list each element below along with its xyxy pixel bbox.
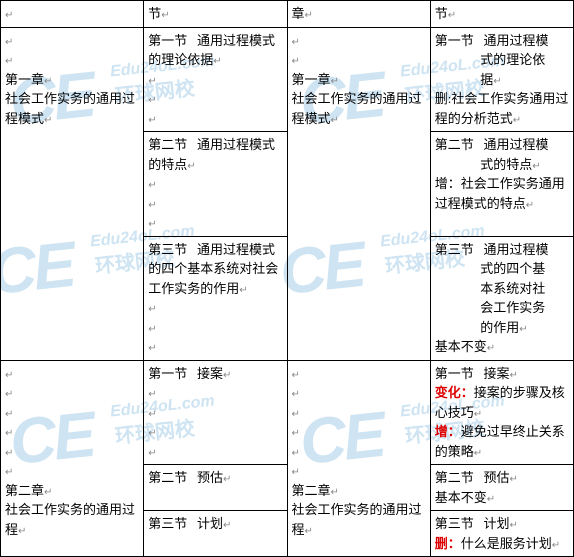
table-row: ↵ 节↵ 章↵ 节↵ bbox=[1, 1, 574, 28]
note-text: 基本不变 bbox=[435, 490, 487, 505]
ch2-s2-right: 第二节 预估↵ 基本不变↵ bbox=[430, 465, 573, 511]
chapter-name: 社会工作实务的通用过程模式 bbox=[5, 91, 135, 126]
chapter-name: 社会工作实务的通用过程模式 bbox=[292, 91, 422, 126]
t: 式的理论依 bbox=[480, 52, 545, 67]
table-row: ↵↵ 第一章↵ 社会工作实务的通用过程模式↵ 第一节 通用过程模式的理论依据↵ … bbox=[1, 27, 574, 132]
ch2-s3-right: 第三节 计划↵ 删：什么是服务计划↵ bbox=[430, 511, 573, 557]
t: 通用过程模 bbox=[484, 137, 549, 152]
t: 的作用 bbox=[480, 320, 519, 335]
ch1-left-title: ↵↵ 第一章↵ 社会工作实务的通用过程模式↵ bbox=[1, 27, 144, 360]
section-prefix: 第一节 bbox=[148, 366, 187, 381]
delete-note: 删:社会工作实务通用过程的分析范式 bbox=[435, 91, 569, 126]
chapter-num: 第二章 bbox=[292, 483, 331, 498]
ch1-s1-right: 第一节 通用过程模 式的理论依 据↵ 删:社会工作实务通用过程的分析范式↵ bbox=[430, 27, 573, 132]
section-text: 预估 bbox=[197, 470, 223, 485]
cell-text: 章 bbox=[292, 6, 305, 21]
add-label: 增： bbox=[435, 424, 461, 439]
section-prefix: 第三节 bbox=[148, 242, 187, 257]
ch1-s2-left: 第二节 通用过程模式的特点↵ ↵↵↵ bbox=[144, 132, 287, 237]
ch2-s1-left: 第一节 接案↵ ↵↵↵↵ bbox=[144, 360, 287, 465]
section-prefix: 第一节 bbox=[435, 33, 474, 48]
header-empty: ↵ bbox=[1, 1, 144, 28]
cell-text: 节 bbox=[435, 6, 448, 21]
change-label: 变化： bbox=[435, 385, 474, 400]
t: 本系统对社 bbox=[480, 281, 545, 296]
table-row: ↵↵↵ ↵↵↵ 第二章↵ 社会工作实务的通用过程↵ 第一节 接案↵ ↵↵↵↵ ↵… bbox=[1, 360, 574, 465]
ch2-right-title: ↵↵↵ ↵↵↵ 第二章↵ 社会工作实务的通用过程↵ bbox=[287, 360, 430, 557]
section-text: 计划 bbox=[484, 516, 510, 531]
header-jie-right: 节↵ bbox=[430, 1, 573, 28]
cell-text: 节 bbox=[148, 6, 161, 21]
ch1-s3-right: 第三节 通用过程模 式的四个基 本系统对社 会工作实务 的作用↵ 基本不变↵ bbox=[430, 236, 573, 360]
section-text: 计划 bbox=[197, 516, 223, 531]
t: 会工作实务 bbox=[480, 300, 545, 315]
section-prefix: 第二节 bbox=[148, 137, 187, 152]
section-text: 接案 bbox=[484, 366, 510, 381]
header-zhang-right: 章↵ bbox=[287, 1, 430, 28]
ch1-right-title: ↵↵ 第一章↵ 社会工作实务的通用过程模式↵ bbox=[287, 27, 430, 360]
chapter-num: 第一章 bbox=[5, 72, 44, 87]
t: 通用过程模 bbox=[484, 33, 549, 48]
section-prefix: 第三节 bbox=[435, 516, 474, 531]
section-prefix: 第二节 bbox=[148, 470, 187, 485]
section-prefix: 第二节 bbox=[435, 137, 474, 152]
t: 据 bbox=[480, 72, 493, 87]
ch2-s2-left: 第二节 预估↵ bbox=[144, 465, 287, 511]
header-jie-left: 节↵ bbox=[144, 1, 287, 28]
ch2-s3-left: 第三节 计划↵ bbox=[144, 511, 287, 557]
section-text: 预估 bbox=[484, 470, 510, 485]
ch2-left-title: ↵↵↵ ↵↵↵ 第二章↵ 社会工作实务的通用过程↵ bbox=[1, 360, 144, 557]
section-prefix: 第三节 bbox=[148, 516, 187, 531]
chapter-num: 第一章 bbox=[292, 72, 331, 87]
t: 式的特点 bbox=[480, 157, 532, 172]
delete-label: 删： bbox=[435, 536, 461, 551]
section-prefix: 第二节 bbox=[435, 470, 474, 485]
t: 式的四个基 bbox=[480, 261, 545, 276]
comparison-table: ↵ 节↵ 章↵ 节↵ ↵↵ 第一章↵ 社会工作实务的通用过程模式↵ 第一节 通用… bbox=[0, 0, 574, 557]
ch1-s2-right: 第二节 通用过程模 式的特点↵ 增：社会工作实务通用过程模式的特点↵ bbox=[430, 132, 573, 237]
section-text: 接案 bbox=[197, 366, 223, 381]
add-note: 增：社会工作实务通用过程模式的特点 bbox=[435, 176, 565, 211]
section-prefix: 第三节 bbox=[435, 242, 474, 257]
t: 通用过程模 bbox=[484, 242, 549, 257]
section-prefix: 第一节 bbox=[435, 366, 474, 381]
ch2-s1-right: 第一节 接案↵ 变化：接案的步骤及核心技巧↵ 增：避免过早终止关系的策略↵ bbox=[430, 360, 573, 465]
note-text: 基本不变 bbox=[435, 339, 487, 354]
ch1-s1-left: 第一节 通用过程模式的理论依据↵ ↵↵↵ bbox=[144, 27, 287, 132]
chapter-num: 第二章 bbox=[5, 483, 44, 498]
ch1-s3-left: 第三节 通用过程模式的四个基本系统对社会工作实务的作用↵ ↵↵↵ bbox=[144, 236, 287, 360]
delete-text: 什么是服务计划 bbox=[461, 536, 552, 551]
section-prefix: 第一节 bbox=[148, 33, 187, 48]
